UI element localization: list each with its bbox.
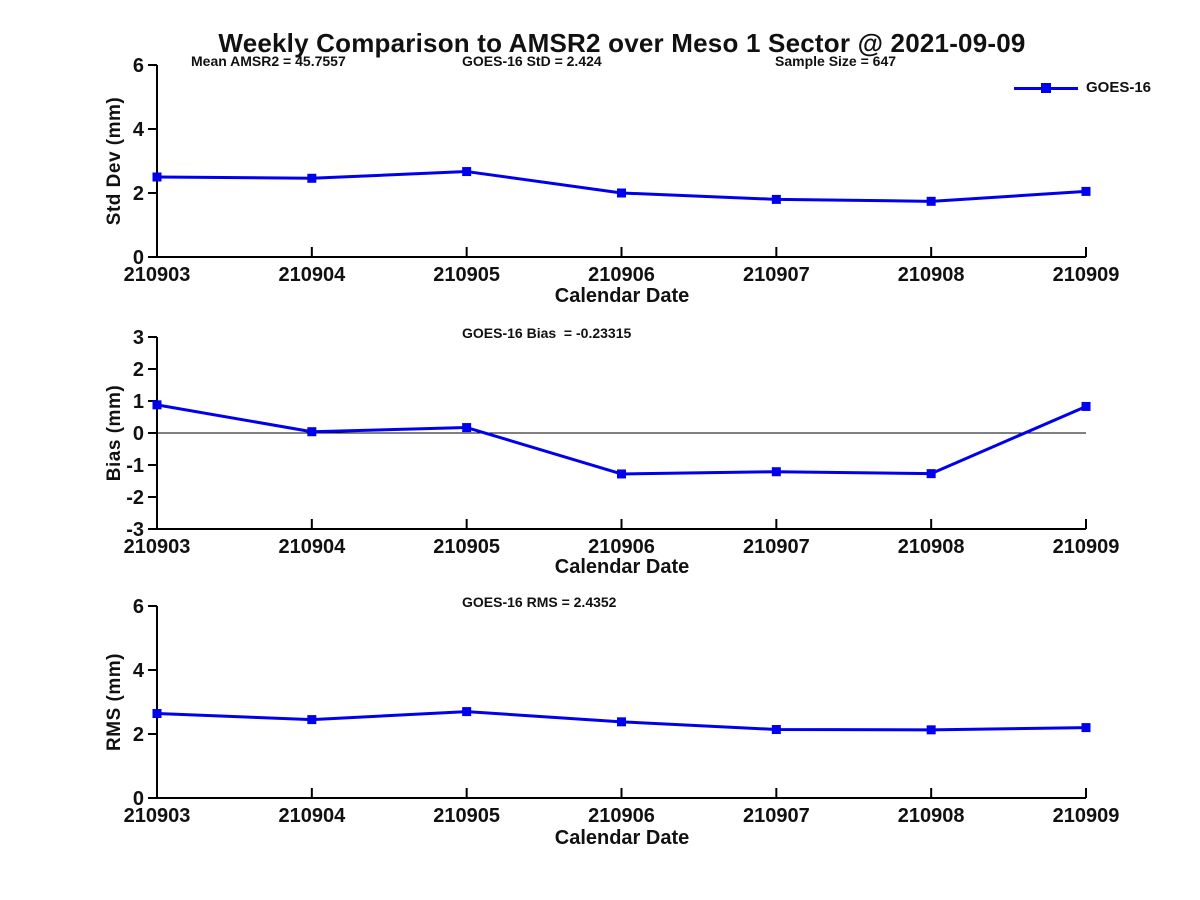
y-tick-label: 2 — [133, 183, 144, 205]
data-point-marker — [462, 423, 472, 433]
data-point-marker — [152, 400, 162, 410]
chart-rms: 0 2 4 6 210903 210904 210905 210906 210907 210908… — [124, 596, 1120, 827]
y-axis-label-rms: RMS (mm) — [104, 653, 125, 751]
data-point-marker — [1081, 186, 1091, 196]
legend-line-sample — [1014, 83, 1078, 93]
annotation-goes16-bias: GOES-16 Bias = -0.23315 — [462, 325, 632, 341]
x-tick-label: 210908 — [898, 536, 965, 558]
x-tick-label: 210908 — [898, 264, 965, 286]
y-tick-label: 1 — [133, 391, 144, 413]
y-tick-label: 4 — [133, 119, 145, 141]
chart-bias: -3 -2 -1 0 1 2 3 210903 210904 210905 210906 210907… — [124, 327, 1120, 558]
y-tick-label: 0 — [133, 788, 144, 810]
x-tick-label: 210908 — [898, 805, 965, 827]
data-point-marker — [771, 725, 781, 735]
data-point-marker — [617, 717, 626, 727]
y-tick-label: 2 — [133, 724, 144, 746]
y-tick-label: 6 — [133, 55, 144, 77]
x-axis-label-std-dev: Calendar Date — [554, 285, 690, 307]
axes — [156, 65, 1086, 258]
data-point-marker — [617, 469, 626, 479]
figure-title: Weekly Comparison to AMSR2 over Meso 1 S… — [218, 28, 1026, 58]
data-point-marker — [926, 196, 936, 206]
data-point-marker — [926, 725, 936, 735]
data-point-marker — [926, 469, 936, 479]
legend-square-marker-icon — [1041, 83, 1051, 93]
y-tick-label: 6 — [133, 596, 144, 618]
data-point-marker — [152, 709, 162, 719]
x-tick-label: 210903 — [124, 264, 191, 286]
y-tick-label: 2 — [133, 359, 144, 381]
y-tick-label: 3 — [133, 327, 144, 349]
x-axis-label-rms: Calendar Date — [554, 827, 690, 849]
legend-series-label: GOES-16 — [1086, 79, 1152, 96]
x-tick-label: 210909 — [1053, 536, 1120, 558]
annotation-sample-size: Sample Size = 647 — [775, 53, 897, 69]
series-line-goes-16 — [156, 403, 1087, 476]
x-tick-label: 210905 — [433, 536, 500, 558]
x-tick-label: 210909 — [1053, 264, 1120, 286]
x-tick-label: 210904 — [278, 264, 346, 286]
y-axis-label-std-dev: Std Dev (mm) — [104, 96, 125, 226]
y-tick-label: -2 — [126, 487, 144, 509]
data-point-marker — [462, 167, 472, 177]
y-tick-label: -1 — [126, 455, 144, 477]
data-point-marker — [771, 194, 781, 204]
x-tick-label: 210906 — [588, 805, 655, 827]
x-tick-label: 210906 — [588, 536, 655, 558]
x-axis-label-bias: Calendar Date — [554, 556, 690, 578]
y-tick-label: 0 — [133, 423, 144, 445]
axes — [156, 606, 1086, 799]
data-point-marker — [771, 467, 781, 477]
x-tick-label: 210907 — [743, 264, 810, 286]
data-point-marker — [462, 707, 472, 717]
data-point-marker — [1081, 401, 1091, 411]
annotation-goes16-std: GOES-16 StD = 2.424 — [462, 53, 602, 69]
data-point-marker — [307, 715, 317, 725]
data-point-marker — [617, 188, 626, 198]
x-tick-label: 210907 — [743, 805, 810, 827]
x-tick-label: 210903 — [124, 805, 191, 827]
x-tick-label: 210905 — [433, 264, 500, 286]
x-tick-label: 210906 — [588, 264, 655, 286]
x-tick-label: 210904 — [278, 805, 346, 827]
x-tick-label: 210909 — [1053, 805, 1120, 827]
x-tick-label: 210907 — [743, 536, 810, 558]
legend: GOES-16 — [1014, 79, 1151, 97]
x-tick-label: 210904 — [278, 536, 346, 558]
annotation-goes16-rms: GOES-16 RMS = 2.4352 — [462, 594, 617, 610]
x-tick-label: 210903 — [124, 536, 191, 558]
data-point-marker — [152, 172, 162, 182]
y-tick-label: -3 — [126, 519, 144, 541]
y-axis-label-bias: Bias (mm) — [104, 384, 125, 482]
data-point-marker — [307, 427, 317, 437]
annotation-mean-amsr2: Mean AMSR2 = 45.7557 — [191, 53, 346, 69]
data-point-marker — [1081, 723, 1091, 733]
data-point-marker — [307, 173, 317, 183]
y-tick-label: 4 — [133, 660, 145, 682]
y-tick-label: 0 — [133, 247, 144, 269]
chart-std-dev: 0 2 4 6 210903 210904 210905 210906 210907 210908… — [124, 55, 1120, 286]
x-tick-label: 210905 — [433, 805, 500, 827]
